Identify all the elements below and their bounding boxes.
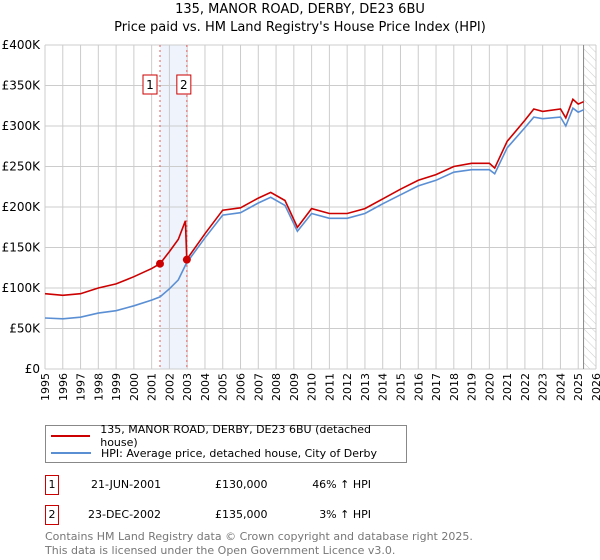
x-tick-label: 2009 bbox=[288, 373, 301, 401]
x-tick-label: 2004 bbox=[199, 373, 212, 401]
y-tick-label: £250K bbox=[2, 160, 42, 174]
sale-label-box bbox=[176, 74, 192, 95]
x-tick-label: 2011 bbox=[323, 373, 336, 401]
x-tick-label: 2010 bbox=[306, 373, 319, 401]
x-tick-label: 1995 bbox=[39, 373, 52, 401]
sale-badge: 1 bbox=[45, 475, 59, 495]
sale-label: 2 bbox=[180, 78, 188, 92]
y-tick-label: £400K bbox=[2, 38, 42, 52]
y-tick-label: £200K bbox=[2, 200, 42, 214]
sale-price: £135,000 bbox=[215, 508, 268, 521]
x-tick-label: 2015 bbox=[395, 373, 408, 401]
y-tick-label: £50K bbox=[9, 322, 41, 336]
y-tick-label: £350K bbox=[2, 79, 42, 93]
x-tick-label: 2012 bbox=[341, 373, 354, 401]
x-tick-label: 2021 bbox=[501, 373, 514, 401]
sale-label: 1 bbox=[146, 78, 154, 92]
table-row: 1 21-JUN-2001 £130,000 46% ↑ HPI bbox=[45, 475, 425, 495]
x-tick-label: 2005 bbox=[217, 373, 230, 401]
x-tick-label: 2023 bbox=[537, 373, 550, 401]
x-tick-label: 2018 bbox=[448, 373, 461, 401]
x-tick-label: 2013 bbox=[359, 373, 372, 401]
property-price-line bbox=[44, 97, 584, 297]
footer-licence: This data is licensed under the Open Gov… bbox=[45, 544, 396, 557]
y-tick-label: £100K bbox=[2, 281, 42, 295]
sale-label-box bbox=[142, 74, 158, 95]
x-tick-label: 2014 bbox=[377, 373, 390, 401]
legend-swatch-blue bbox=[51, 452, 91, 454]
x-tick-label: 2019 bbox=[466, 373, 479, 401]
legend-swatch-red bbox=[51, 435, 91, 437]
footer-copyright: Contains HM Land Registry data © Crown c… bbox=[45, 530, 473, 543]
x-tick-label: 2022 bbox=[519, 373, 532, 401]
legend-label: 135, MANOR ROAD, DERBY, DE23 6BU (detach… bbox=[100, 423, 371, 449]
y-tick-label: £0 bbox=[25, 362, 40, 376]
x-tick-label: 2020 bbox=[483, 373, 496, 401]
y-tick-label: £300K bbox=[2, 119, 42, 133]
sale-date: 23-DEC-2002 bbox=[88, 508, 162, 521]
sale-badge: 2 bbox=[45, 505, 59, 525]
sale-point bbox=[155, 259, 164, 268]
x-tick-label: 2003 bbox=[181, 373, 194, 401]
sale-hpi: 3% ↑ HPI bbox=[319, 508, 371, 521]
x-tick-label: 1997 bbox=[75, 373, 88, 401]
x-tick-label: 2008 bbox=[270, 373, 283, 401]
x-tick-label: 2007 bbox=[252, 373, 265, 401]
hpi-line bbox=[44, 106, 584, 320]
x-tick-label: 1996 bbox=[57, 373, 70, 401]
x-tick-label: 2026 bbox=[590, 373, 600, 401]
x-tick-label: 2016 bbox=[412, 373, 425, 401]
x-tick-label: 2001 bbox=[146, 373, 159, 401]
table-row: 2 23-DEC-2002 £135,000 3% ↑ HPI bbox=[45, 505, 425, 525]
legend-item-hpi: HPI: Average price, detached house, City… bbox=[51, 445, 377, 461]
sale-point bbox=[182, 255, 191, 264]
plot-area: 1995 1996 1997 1998 1999 2000 2001 2002 2003 2004… bbox=[2, 38, 600, 401]
legend-label: HPI: Average price, detached house, City… bbox=[101, 446, 378, 460]
x-tick-label: 1999 bbox=[110, 373, 123, 401]
x-tick-label: 2025 bbox=[572, 373, 585, 401]
legend-item-property: 135, MANOR ROAD, DERBY, DE23 6BU (detach… bbox=[51, 423, 406, 449]
x-tick-label: 2017 bbox=[430, 373, 443, 401]
chart-title: 135, MANOR ROAD, DERBY, DE23 6BU bbox=[175, 2, 425, 17]
x-tick-label: 2024 bbox=[555, 373, 568, 401]
chart-subtitle: Price paid vs. HM Land Registry's House … bbox=[114, 20, 486, 35]
sale-hpi: 46% ↑ HPI bbox=[312, 478, 371, 491]
sale-date: 21-JUN-2001 bbox=[91, 478, 162, 491]
x-tick-label: 2002 bbox=[163, 373, 176, 401]
x-tick-label: 1998 bbox=[92, 373, 105, 401]
x-tick-label: 2000 bbox=[128, 373, 141, 401]
y-tick-label: £150K bbox=[2, 241, 42, 255]
legend: 135, MANOR ROAD, DERBY, DE23 6BU (detach… bbox=[45, 423, 407, 463]
sale-price: £130,000 bbox=[215, 478, 268, 491]
x-tick-label: 2006 bbox=[235, 373, 248, 401]
